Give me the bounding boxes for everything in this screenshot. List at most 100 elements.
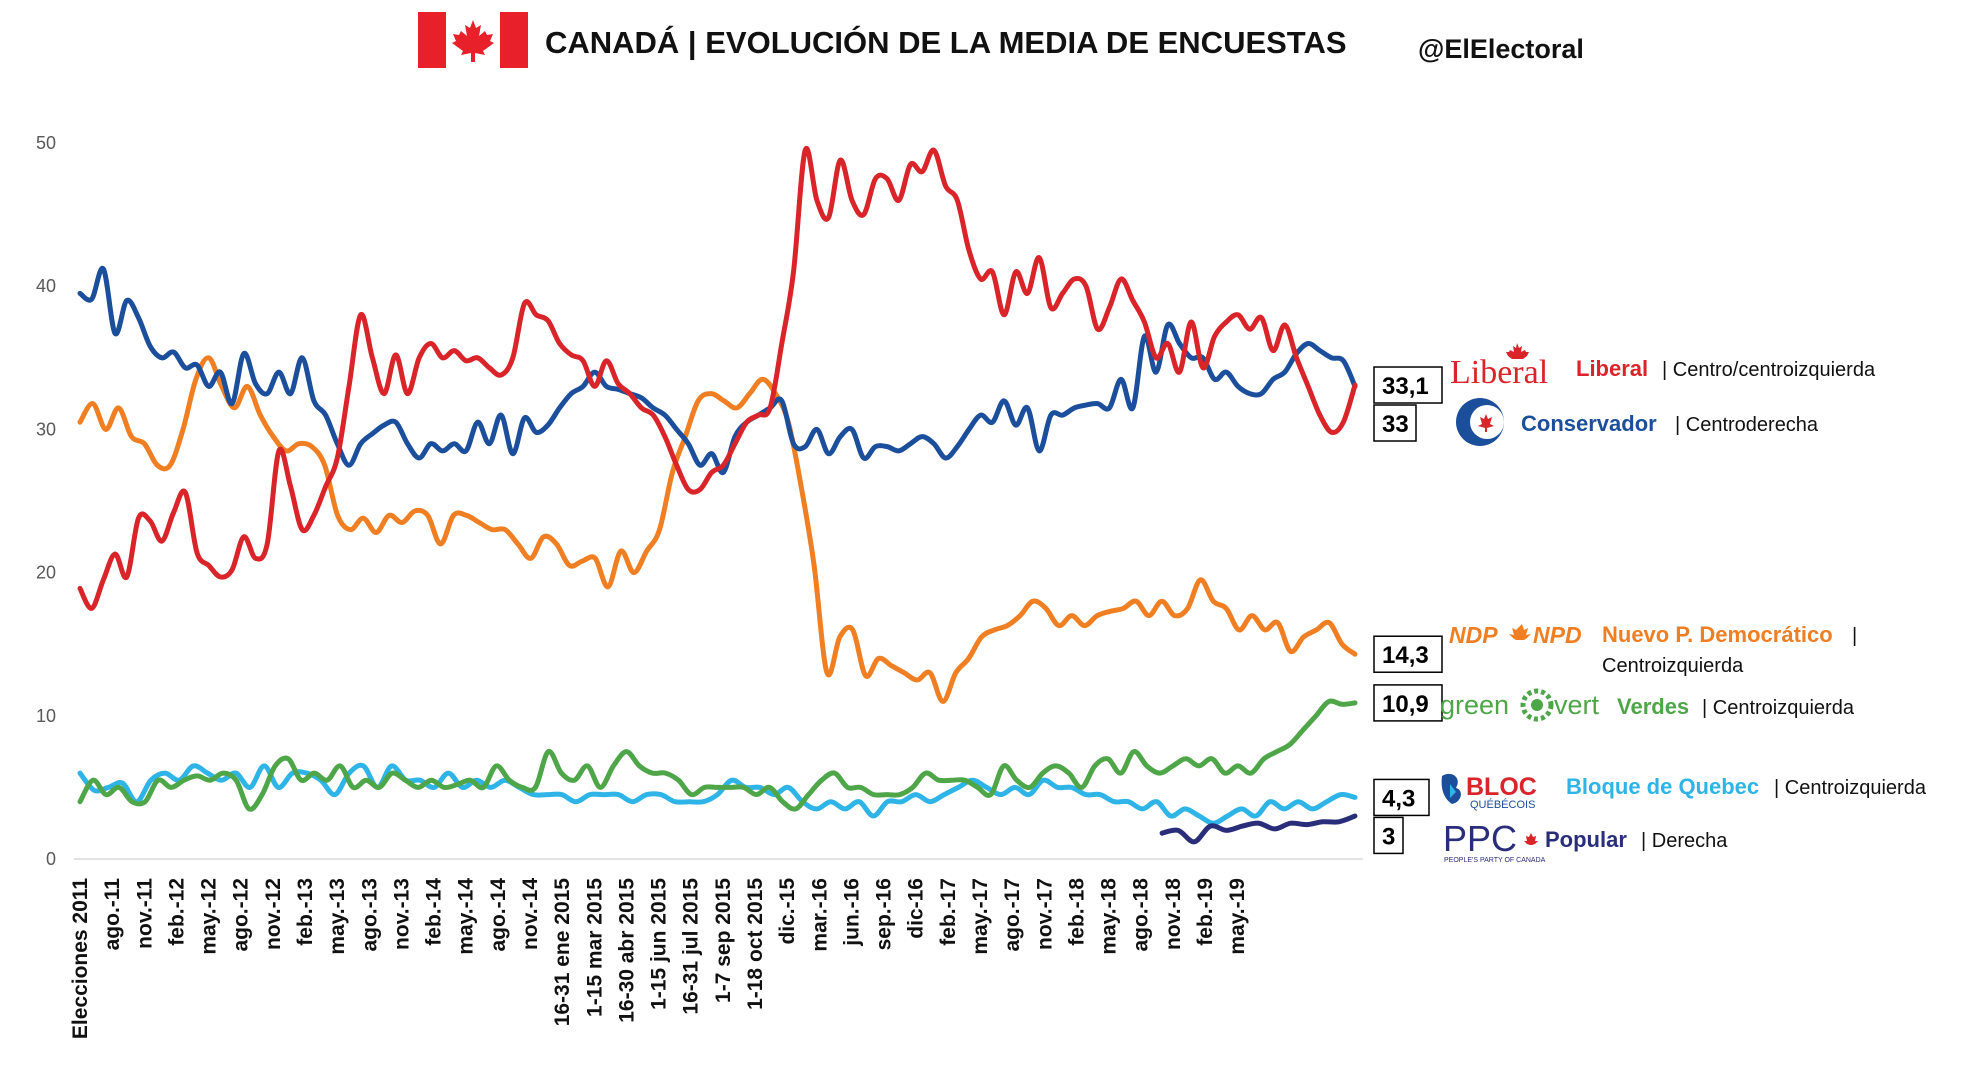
end-label-box: 33,1	[1373, 366, 1443, 404]
bloc-logo-icon: BLOC QUÉBÉCOIS	[1441, 773, 1537, 811]
end-value-label: 14,3	[1382, 642, 1429, 669]
x-tick-label: 16-31 jul 2015	[680, 878, 703, 1015]
x-tick-label: may.-14	[455, 878, 478, 955]
legend-name-ppc: Popular	[1545, 827, 1627, 852]
end-label-box: 14,3	[1373, 635, 1443, 673]
end-label-frame	[1373, 366, 1443, 404]
end-label-frame	[1373, 684, 1443, 722]
x-tick-label: feb.-14	[423, 878, 446, 946]
legend-name-bloc: Bloque de Quebec	[1566, 774, 1759, 799]
x-tick-label: may.-13	[326, 878, 349, 955]
series-line-nuevo-p-democr-tico	[77, 355, 1358, 704]
legend-desc-conservador: | Centroderecha	[1675, 414, 1819, 436]
x-tick-label: ago.-18	[1130, 878, 1153, 952]
x-tick-label: 16-31 ene 2015	[551, 878, 574, 1027]
x-tick-label: nov.-13	[390, 878, 413, 950]
series-line-bloque-de-quebec	[77, 762, 1358, 826]
ppc-logo-subtext: PEOPLE'S PARTY OF CANADA	[1444, 857, 1546, 864]
legend-item-liberal: Liberal Liberal | Centro/centroizquierda	[1450, 343, 1876, 391]
end-value-label: 33	[1382, 411, 1409, 438]
green-party-logo-icon: green vert	[1440, 688, 1600, 722]
end-value-label: 4,3	[1382, 785, 1415, 812]
x-tick-label: may.-19	[1226, 878, 1249, 955]
legend-name-ndp: Nuevo P. Democrático	[1602, 622, 1833, 647]
x-tick-label: may.-12	[198, 878, 221, 955]
x-tick-label: nov.-17	[1033, 878, 1056, 950]
y-tick-label: 20	[36, 563, 56, 583]
legend-desc-ndp: |	[1852, 625, 1857, 647]
x-tick-label: 1-18 oct 2015	[744, 878, 767, 1010]
ndp-logo-right: NPD	[1533, 622, 1582, 648]
x-tick-label: 1-15 mar 2015	[583, 878, 606, 1017]
legend-desc-liberal: | Centro/centroizquierda	[1662, 359, 1876, 381]
x-tick-label: 16-30 abr 2015	[615, 878, 638, 1023]
x-tick-label: nov.-14	[519, 878, 542, 950]
end-label-box: 33	[1373, 404, 1417, 442]
bloc-logo-subtext: QUÉBÉCOIS	[1470, 798, 1535, 811]
liberal-logo-icon: Liberal	[1450, 343, 1548, 391]
chart-title: CANADÁ | EVOLUCIÓN DE LA MEDIA DE ENCUES…	[545, 24, 1347, 60]
x-tick-label: 1-7 sep 2015	[712, 878, 735, 1003]
legend-item-conservador: Conservador | Centroderecha	[1456, 398, 1819, 446]
legend: Liberal Liberal | Centro/centroizquierda…	[1440, 343, 1927, 864]
y-tick-label: 10	[36, 706, 56, 726]
header: CANADÁ | EVOLUCIÓN DE LA MEDIA DE ENCUES…	[418, 12, 1584, 68]
x-tick-label: may.-17	[969, 878, 992, 955]
x-tick-label: dic-16	[905, 878, 928, 939]
end-label-frame	[1373, 635, 1443, 673]
canada-flag-icon	[418, 12, 528, 68]
legend-name-liberal: Liberal	[1576, 356, 1648, 381]
ppc-logo-icon: PPC PEOPLE'S PARTY OF CANADA	[1443, 818, 1546, 864]
legend-desc2-ndp: Centroizquierda	[1602, 655, 1744, 677]
x-tick-label: jun.-16	[840, 878, 863, 947]
end-value-label: 3	[1382, 823, 1395, 850]
twitter-handle: @ElElectoral	[1418, 34, 1584, 64]
legend-desc-verdes: | Centroizquierda	[1702, 697, 1855, 719]
green-logo-right: vert	[1554, 690, 1600, 720]
ndp-logo-left: NDP	[1449, 622, 1498, 648]
end-label-box: 4,3	[1373, 778, 1430, 817]
green-logo-left: green	[1440, 690, 1509, 720]
legend-desc-ppc: | Derecha	[1641, 830, 1728, 852]
y-tick-label: 40	[36, 276, 56, 296]
x-tick-label: mar.-16	[808, 878, 831, 952]
x-tick-label: feb.-13	[294, 878, 317, 946]
x-tick-label: sep.-16	[873, 878, 896, 950]
end-label-frame	[1373, 816, 1404, 855]
x-tick-label: Elecciones 2011	[69, 878, 92, 1039]
x-tick-label: nov.-12	[262, 878, 285, 950]
ppc-logo-text: PPC	[1443, 818, 1517, 859]
x-tick-label: ago.-13	[358, 878, 381, 952]
x-tick-label: ago.-17	[1001, 878, 1024, 952]
end-value-label: 10,9	[1382, 691, 1429, 718]
liberal-logo-text: Liberal	[1450, 354, 1548, 391]
bloc-logo-text: BLOC	[1466, 773, 1537, 801]
y-axis: 0 10 20 30 40 50	[36, 133, 56, 869]
end-label-box: 3	[1373, 816, 1404, 855]
x-tick-label: ago.-14	[487, 878, 510, 952]
series-line-popular	[1159, 813, 1358, 845]
y-tick-label: 50	[36, 133, 56, 153]
x-tick-label: feb.-12	[165, 878, 188, 946]
legend-item-ppc: PPC PEOPLE'S PARTY OF CANADA Popular | D…	[1443, 818, 1728, 864]
legend-name-verdes: Verdes	[1617, 694, 1689, 719]
y-tick-label: 30	[36, 419, 56, 439]
legend-name-conservador: Conservador	[1521, 411, 1657, 436]
y-tick-label: 0	[46, 849, 56, 869]
conservative-logo-icon	[1456, 398, 1504, 446]
x-tick-label: may.-18	[1098, 878, 1121, 955]
x-tick-label: nov.-18	[1162, 878, 1185, 950]
x-axis: Elecciones 2011 ago.-11 nov.-11 feb.-12 may.…	[69, 878, 1249, 1039]
legend-item-bloc: BLOC QUÉBÉCOIS Bloque de Quebec | Centro…	[1441, 773, 1927, 811]
end-value-label: 33,1	[1382, 373, 1429, 400]
series-line-liberal	[77, 145, 1358, 611]
x-tick-label: nov.-11	[133, 878, 156, 949]
x-tick-label: feb.-17	[937, 878, 960, 946]
legend-item-ndp: NDP NPD Nuevo P. Democrático | Centroizq…	[1449, 622, 1857, 677]
plot-series	[77, 145, 1358, 845]
end-value-labels: 33,1 33 14,3 10,9 4,3 3	[1373, 366, 1443, 855]
x-tick-label: ago.-11	[101, 878, 124, 951]
legend-desc-bloc: | Centroizquierda	[1774, 777, 1927, 799]
legend-item-verdes: green vert Verdes | Centroizquierda	[1440, 688, 1855, 722]
